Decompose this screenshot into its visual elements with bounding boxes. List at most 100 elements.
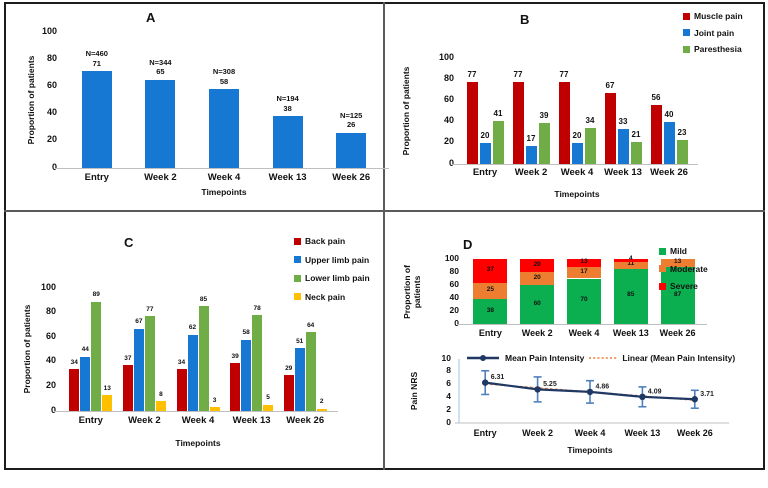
bar-back-pain	[176, 369, 187, 411]
bar-top-label-line: 38	[283, 104, 292, 114]
bar-value-label: 58	[242, 329, 250, 337]
bar-proportion-of-patients	[336, 132, 367, 168]
bar-value-label: 40	[664, 109, 674, 119]
data-point-marker	[691, 396, 698, 403]
bar-segment-label: 13	[580, 258, 588, 266]
bar-value-label: 13	[103, 384, 111, 392]
y-tick-label: 20	[449, 304, 459, 315]
bar-top-label-line: N=344	[149, 57, 172, 67]
bar-segment-severe	[473, 259, 508, 284]
bar-neck-pain	[263, 404, 274, 411]
x-tick-label: Entry	[473, 428, 497, 438]
y-tick-label: 2	[446, 403, 451, 414]
x-tick-label: Week 4	[181, 415, 215, 426]
x-tick-label: Week 26	[659, 328, 696, 338]
bar-paresthesia	[538, 122, 550, 164]
legend-label: Severe	[670, 281, 698, 291]
data-point-marker	[586, 388, 594, 396]
legend-label: Joint pain	[694, 27, 735, 38]
panel-a-title: A	[146, 10, 156, 25]
legend-label: Paresthesia	[694, 44, 742, 54]
bar-value-label: 67	[605, 80, 615, 90]
bar-segment-label: 70	[580, 296, 588, 304]
bar-value-label: 5	[266, 394, 270, 402]
legend-swatch-back-pain	[294, 237, 301, 245]
y-tick-label: 60	[449, 278, 459, 289]
y-tick-label: 0	[446, 416, 451, 427]
x-tick-label: Week 2	[514, 167, 548, 178]
y-tick-label: 100	[40, 281, 56, 292]
y-tick-label: 0	[454, 317, 459, 328]
y-tick-label: 0	[51, 161, 57, 172]
legend-item: Back pain	[294, 237, 370, 246]
bar-segment-label: 38	[486, 306, 494, 314]
bar-value-label: 77	[513, 70, 523, 80]
x-tick-label: Entry	[84, 172, 109, 183]
bar-segment-label: 13	[673, 258, 682, 266]
legend-swatch-neck-pain	[294, 293, 301, 301]
x-axis-line	[55, 168, 389, 169]
legend-label: Muscle pain	[694, 11, 743, 21]
y-tick-label: 100	[444, 252, 459, 263]
bar-segment-mild	[520, 285, 555, 324]
bar-value-label: 17	[526, 133, 536, 143]
panel-c-x-axis-label: Timepoints	[175, 438, 221, 448]
panel-a-y-axis-label: Proportion of patients	[26, 55, 37, 145]
bar-value-label: 51	[296, 337, 304, 345]
bar-segment-moderate	[567, 267, 601, 279]
bar-muscle-pain	[512, 82, 524, 164]
x-tick-label: Week 2	[144, 172, 177, 183]
y-tick-label: 20	[46, 134, 57, 145]
bar-segment-label: 60	[533, 299, 541, 307]
bar-segment-moderate	[520, 272, 555, 285]
bar-value-label: 2	[319, 398, 324, 406]
bar-value-label: 34	[177, 358, 186, 366]
bar-paresthesia	[630, 141, 642, 164]
bar-value-label: 29	[285, 364, 293, 372]
bar-segment-moderate	[473, 283, 508, 300]
bar-value-label: 85	[199, 295, 208, 303]
x-axis-line	[457, 324, 707, 325]
bar-top-label-line: 26	[347, 120, 356, 130]
x-tick-label: Entry	[78, 415, 103, 426]
mean-line-legend-icon	[467, 355, 499, 361]
panel-a: A Proportion of patients Timepoints 0 20 4…	[6, 4, 389, 208]
bar-neck-pain	[209, 407, 220, 411]
panel-d-stacked-y-axis-label: Proportion of patients	[402, 265, 422, 319]
bar-proportion-of-patients	[81, 71, 112, 168]
bar-value-label: 41	[493, 108, 503, 118]
bar-joint-pain	[617, 129, 629, 164]
bar-proportion-of-patients	[145, 79, 176, 168]
legend-swatch-moderate	[659, 265, 666, 273]
legend-item: Severe	[659, 282, 708, 291]
bar-lower-limb-pain	[252, 315, 263, 411]
panel-b-title: B	[520, 12, 530, 27]
bar-value-label: 56	[651, 92, 661, 102]
bar-top-label: N=460 71	[71, 49, 123, 69]
bar-value-label: 3	[212, 396, 217, 404]
panel-d-title: D	[463, 237, 473, 252]
legend-b: Muscle pain Joint pain Paresthesia	[683, 12, 743, 62]
legend-label: Lower limb pain	[305, 273, 370, 283]
x-tick-label: Week 26	[650, 167, 688, 178]
legend-swatch-muscle-pain	[683, 12, 690, 20]
bar-value-label: 89	[92, 291, 100, 299]
legend-swatch-upper-limb-pain	[294, 256, 301, 264]
panel-c: C Proportion of patients Timepoints 0 20 4…	[6, 213, 381, 468]
bar-joint-pain	[479, 142, 491, 164]
y-tick-label: 60	[46, 79, 57, 90]
legend-swatch-severe	[659, 282, 666, 290]
x-axis-line	[54, 411, 338, 412]
y-tick-label: 6	[446, 378, 451, 389]
bar-top-label-line: N=125	[340, 110, 363, 120]
bar-value-label: 67	[135, 318, 143, 326]
bar-value-label: 8	[159, 390, 163, 398]
legend-item: Muscle pain	[683, 12, 743, 21]
y-tick-label: 60	[45, 330, 56, 341]
bar-upper-limb-pain	[133, 328, 144, 411]
bar-neck-pain	[102, 395, 113, 411]
data-point-label: 6.31	[491, 374, 505, 381]
bar-segment-moderate	[660, 259, 695, 268]
x-tick-label: Week 13	[268, 172, 307, 183]
legend-swatch-joint-pain	[683, 29, 690, 37]
